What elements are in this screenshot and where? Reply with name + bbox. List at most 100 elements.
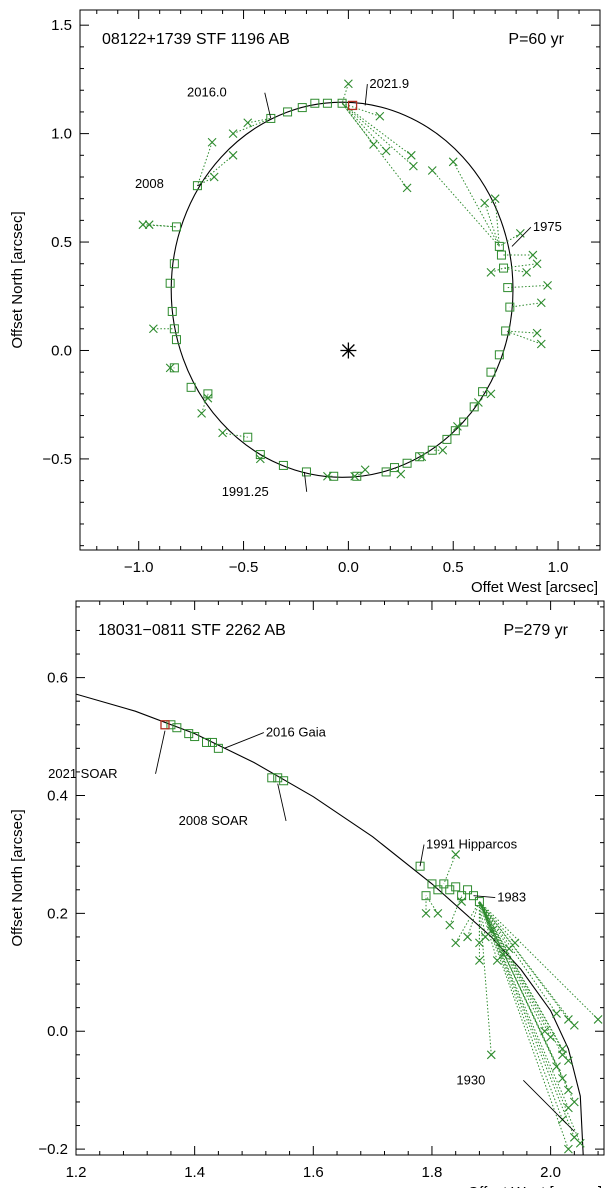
residual-line xyxy=(425,895,439,914)
annotation-leader xyxy=(364,84,368,106)
primary-star-marker xyxy=(340,342,357,359)
annotation-leader xyxy=(473,895,496,899)
fit-square xyxy=(279,776,289,786)
obs-cross xyxy=(593,1015,603,1024)
obs-cross xyxy=(540,1026,550,1036)
y-tick-label: −0.2 xyxy=(38,1141,68,1158)
obs-cross xyxy=(552,1062,561,1071)
fit-square xyxy=(421,891,431,901)
x-axis-title: Offet West [arcsec] xyxy=(471,579,598,596)
fit-square xyxy=(505,302,515,312)
annotation-leader xyxy=(303,471,308,492)
residual-line xyxy=(507,284,548,289)
fit-square xyxy=(169,324,179,334)
obs-cross xyxy=(209,172,219,182)
obs-cross xyxy=(564,1144,573,1154)
x-tick-label: −0.5 xyxy=(229,559,259,576)
obs-cross xyxy=(515,228,525,238)
residual-line xyxy=(232,117,271,135)
residual-line xyxy=(467,901,480,938)
fit-square xyxy=(503,283,513,293)
x-tick-label: 0.5 xyxy=(443,559,464,576)
x-axis-title: Offset West [arcsec] xyxy=(468,1184,603,1188)
annotation-leader xyxy=(277,783,287,822)
obs-cross xyxy=(197,408,207,418)
obs-cross xyxy=(243,118,253,128)
obs-cross xyxy=(532,328,542,338)
obs-cross xyxy=(255,454,265,464)
fit-square xyxy=(402,458,412,468)
obs-cross xyxy=(350,471,360,481)
y-tick-label: −0.5 xyxy=(42,451,72,468)
fit-square xyxy=(310,98,320,108)
y-axis-title: Offset North [arcsec] xyxy=(9,211,26,348)
residual-line xyxy=(494,198,500,247)
latest-square xyxy=(160,720,170,730)
fit-square xyxy=(427,879,437,889)
obs-cross xyxy=(433,908,443,918)
obs-cross xyxy=(417,452,427,462)
obs-cross xyxy=(532,259,542,269)
x-tick-label: 1.4 xyxy=(184,1164,205,1181)
fit-square xyxy=(283,107,293,117)
fit-square xyxy=(427,445,437,455)
obs-cross xyxy=(564,1085,573,1095)
residual-line xyxy=(503,263,538,269)
period-label: P=60 yr xyxy=(508,31,564,48)
fit-square xyxy=(469,402,479,412)
obs-cross xyxy=(486,1050,496,1060)
annotation-leader xyxy=(224,732,265,749)
obs-cross xyxy=(375,111,385,121)
obs-cross xyxy=(486,389,496,399)
obs-cross xyxy=(421,908,431,918)
fit-square xyxy=(459,417,469,427)
obs-cross xyxy=(203,393,213,403)
residual-line xyxy=(505,330,542,345)
residual-line xyxy=(478,901,569,1109)
obs-cross xyxy=(528,250,538,260)
obs-cross xyxy=(427,166,437,175)
fit-square xyxy=(165,278,175,288)
obs-cross xyxy=(490,194,500,204)
annotation-label: 2016 Gaia xyxy=(266,725,327,740)
obs-cross xyxy=(396,469,406,479)
x-tick-label: 1.6 xyxy=(303,1164,324,1181)
residual-line xyxy=(484,202,500,247)
chart-title: 18031−0811 STF 2262 AB xyxy=(98,622,286,639)
annotation-label: 2016.0 xyxy=(187,85,227,100)
fit-square xyxy=(207,737,217,747)
obs-cross xyxy=(543,281,552,290)
y-axis-title: Offset North [arcsec] xyxy=(9,809,26,946)
residual-line xyxy=(479,901,569,1020)
plot-frame xyxy=(79,9,601,551)
annotation-label: 1991.25 xyxy=(222,484,269,499)
obs-cross xyxy=(438,445,448,455)
residual-line xyxy=(478,901,563,1120)
fit-square xyxy=(266,113,276,123)
annotation-leader xyxy=(523,1079,575,1132)
fit-square xyxy=(167,306,177,316)
obs-cross xyxy=(369,140,378,149)
obs-cross xyxy=(536,339,546,349)
chart-panel-2: 1.2 1.4 1.6 1.8 2.0 −0.2 0.0 0.2 0.4 0.6 Offset We… xyxy=(9,600,605,1193)
obs-cross xyxy=(148,324,158,334)
fit-square xyxy=(278,460,288,470)
obs-cross xyxy=(408,161,418,171)
y-tick-label: 0.0 xyxy=(47,1023,68,1040)
y-tick-label: 0.6 xyxy=(47,670,68,687)
residual-line xyxy=(509,302,542,308)
y-tick-label: 0.0 xyxy=(51,342,72,359)
residual-line xyxy=(341,102,387,152)
fit-square xyxy=(442,434,452,444)
fit-square xyxy=(494,241,504,251)
fit-square xyxy=(171,222,181,232)
annotation-label: 2008 xyxy=(135,176,164,191)
fit-square xyxy=(329,471,339,481)
obs-cross xyxy=(451,850,461,859)
y-tick-label: 1.5 xyxy=(51,17,72,34)
residual-line xyxy=(431,170,500,247)
annotation-label: 2021.9 xyxy=(369,76,409,91)
fit-square xyxy=(439,879,449,889)
obs-cross xyxy=(448,157,458,167)
